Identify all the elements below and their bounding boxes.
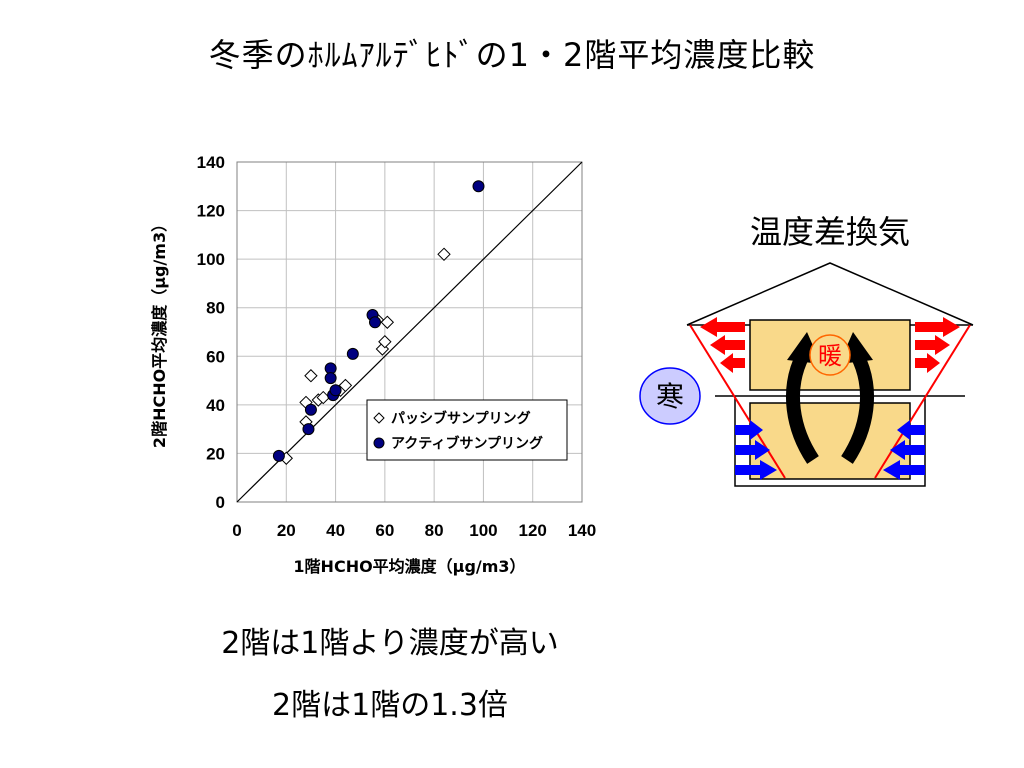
y-axis-label: 2階HCHO平均濃度（μg/m3） (150, 216, 169, 448)
caption-2: 2階は1階の1.3倍 (272, 688, 508, 723)
y-tick-label: 20 (206, 444, 225, 463)
y-tick-label: 100 (197, 250, 225, 269)
x-axis-label: 1階HCHO平均濃度（μg/m3） (293, 557, 525, 576)
y-tick-label: 80 (206, 299, 225, 318)
cold-circle (639, 367, 701, 425)
point-active (369, 316, 381, 329)
x-tick-label: 40 (326, 521, 345, 540)
point-active (272, 449, 285, 462)
legend-marker-passive (373, 412, 385, 424)
cold-inflow-arrows-left (735, 420, 777, 480)
caption-1: 2階は1階より濃度が高い (221, 626, 559, 661)
point-passive (304, 369, 318, 383)
roof (686, 262, 974, 326)
point-active (329, 384, 342, 397)
x-tick-label: 80 (425, 521, 444, 540)
lower-floor (749, 402, 911, 480)
point-active (472, 180, 485, 193)
point-active (324, 372, 337, 385)
cold-inflow-arrows-right (883, 420, 925, 480)
warm-outflow-arrows-right (915, 317, 960, 373)
x-tick-label: 20 (277, 521, 296, 540)
point-passive (338, 378, 353, 393)
reference-line-y-equals-x (236, 161, 583, 503)
legend-label: パッシブサンプリング (391, 410, 531, 427)
pressure-line-left (689, 324, 786, 479)
legend-marker-active (373, 437, 385, 449)
point-passive (378, 335, 392, 349)
warm-circle (809, 334, 851, 376)
warm-outflow-arrows-left (700, 317, 745, 373)
pressure-line-right (874, 324, 971, 479)
diagram-title: 温度差換気 (749, 213, 910, 251)
y-tick-label: 40 (206, 396, 225, 415)
legend-box (366, 399, 568, 461)
x-tick-label: 0 (232, 521, 241, 540)
point-active (302, 423, 315, 436)
lower-walls (734, 396, 926, 487)
stack-ventilation-diagram: 暖 寒 (639, 262, 974, 487)
chart-grid (236, 161, 583, 503)
y-tick-label: 60 (206, 347, 225, 366)
warm-label: 暖 (818, 342, 842, 370)
legend-label: アクティブサンプリング (391, 435, 543, 452)
x-tick-label: 120 (519, 521, 547, 540)
cold-label: 寒 (656, 380, 684, 413)
y-tick-label: 0 (216, 493, 225, 512)
plot-frame (236, 161, 583, 503)
x-tick-label: 60 (375, 521, 394, 540)
x-tick-labels: 0 20 40 60 80 100 120 140 (232, 521, 596, 540)
point-passive (437, 247, 451, 261)
x-tick-label: 100 (469, 521, 497, 540)
y-tick-label: 140 (197, 153, 225, 172)
x-tick-label: 140 (568, 521, 596, 540)
scatter-chart: 0 20 40 60 80 100 120 140 0 20 40 60 80 100 120 140 1階… (150, 153, 596, 576)
y-tick-labels: 0 20 40 60 80 100 120 140 (197, 153, 225, 512)
slide-title: 冬季のﾎﾙﾑｱﾙﾃﾞﾋﾄﾞの1・2階平均濃度比較 (208, 36, 816, 74)
point-active (346, 347, 359, 360)
y-tick-label: 120 (197, 202, 225, 221)
data-points (272, 180, 485, 465)
point-passive (380, 315, 395, 329)
point-active (304, 403, 317, 416)
